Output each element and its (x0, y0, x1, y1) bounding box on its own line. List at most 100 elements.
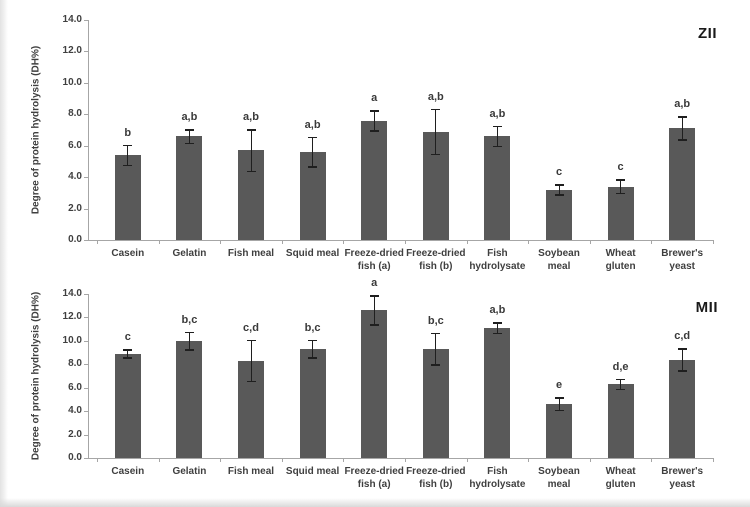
y-tick (84, 411, 88, 413)
error-bar-cap-top (246, 129, 256, 131)
x-tick (589, 459, 591, 462)
error-bar-cap-top (554, 184, 564, 186)
x-axis-line (88, 458, 714, 459)
error-bar-cap-bottom (308, 166, 318, 168)
error-bar-cap-bottom (492, 145, 502, 148)
error-bar-cap-top (369, 110, 379, 112)
error-bar-line (681, 349, 683, 371)
category-label: Fish (487, 466, 508, 477)
y-tick-label: 8.0 (68, 108, 82, 120)
x-tick (713, 241, 714, 244)
error-bar-line (188, 332, 190, 350)
category-label: Wheat (605, 248, 636, 259)
error-bar-cap-bottom (677, 370, 687, 372)
error-bar-cap-bottom (369, 324, 379, 326)
error-bar-line (496, 323, 498, 333)
x-tick (528, 459, 530, 462)
error-bar-cap-bottom (184, 142, 194, 145)
error-bar-cap-bottom (123, 357, 133, 359)
error-bar-cap-top (677, 116, 687, 118)
y-tick (84, 240, 88, 241)
sig-label: a,b (489, 107, 506, 120)
error-bar-cap-top (369, 295, 379, 297)
y-tick-label: 12.0 (62, 311, 82, 323)
x-tick (466, 459, 468, 462)
y-tick-label: 6.0 (68, 139, 82, 151)
y-tick-label: 6.0 (68, 381, 82, 393)
error-bar-cap-top (308, 339, 318, 342)
y-tick (84, 51, 88, 53)
y-tick-label: 12.0 (62, 45, 82, 57)
y-tick (84, 317, 88, 319)
error-bar-cap-bottom (616, 388, 626, 391)
category-label: Fish meal (227, 248, 275, 259)
x-tick (343, 459, 345, 462)
x-tick (281, 459, 283, 462)
y-tick (84, 458, 88, 459)
category-label: Fish (487, 248, 508, 259)
sig-label: c (124, 331, 131, 344)
category-label: Brewer's (661, 248, 704, 259)
category-label: fish (b) (419, 479, 453, 490)
page-edge-shading-bottom (0, 498, 750, 507)
bar-freeze-dried-fish-a (361, 120, 388, 240)
error-bar-line (250, 130, 252, 171)
x-tick (281, 241, 283, 244)
error-bar-cap-top (492, 322, 502, 324)
error-bar-cap-top (184, 331, 194, 334)
x-tick (158, 241, 160, 244)
category-label: Freeze-dried (406, 248, 466, 259)
category-label: Soybean (538, 466, 580, 477)
bar-freeze-dried-fish-b (422, 349, 449, 458)
error-bar-cap-bottom (492, 332, 502, 335)
sig-label: a,b (304, 118, 321, 131)
sig-label: c (555, 166, 563, 178)
category-label: Gelatin (172, 466, 207, 477)
category-label: meal (547, 479, 571, 490)
category-label: Gelatin (172, 248, 207, 259)
bar-gelatin (176, 340, 203, 458)
error-bar-cap-top (492, 125, 502, 128)
error-bar-line (312, 137, 314, 167)
error-bar-line (435, 333, 437, 365)
x-tick (651, 459, 653, 462)
category-label: gluten (605, 261, 636, 272)
category-label: meal (547, 261, 571, 272)
error-bar-line (373, 111, 375, 130)
y-tick (84, 387, 88, 389)
y-axis-line (88, 20, 89, 240)
sig-label: c (617, 161, 624, 174)
error-bar-line (435, 109, 437, 154)
bar-gelatin (176, 136, 203, 240)
error-bar-cap-bottom (369, 130, 379, 132)
y-tick-label: 4.0 (68, 405, 82, 417)
y-axis-title-mii: Degree of protein hydrolysis (DH%) (30, 291, 42, 461)
bar-fish-hydrolysate (484, 136, 511, 240)
category-label: Freeze-dried (344, 248, 404, 259)
category-label: Freeze-dried (344, 466, 404, 477)
sig-label: b,c (304, 321, 321, 334)
sig-label: b,c (427, 314, 444, 327)
error-bar-cap-top (677, 348, 687, 350)
y-tick (84, 208, 88, 210)
x-tick (466, 241, 468, 244)
error-bar-line (312, 340, 314, 358)
y-tick-label: 10.0 (62, 334, 82, 346)
bar-brewer-s-yeast (669, 128, 696, 240)
y-axis-title-zii: Degree of protein hydrolysis (DH%) (30, 45, 42, 215)
sig-label: c,d (243, 321, 259, 334)
sig-label: a,b (427, 90, 444, 103)
error-bar-line (558, 398, 560, 410)
y-tick (84, 434, 88, 436)
error-bar-cap-top (431, 108, 441, 111)
sig-label: a,b (243, 111, 259, 123)
y-tick (84, 145, 88, 147)
sig-label: e (555, 379, 563, 392)
error-bar-line (620, 379, 622, 389)
error-bar-line (620, 180, 622, 193)
y-tick (84, 82, 88, 84)
bar-brewer-s-yeast (669, 359, 696, 458)
error-bar-line (127, 145, 129, 165)
error-bar-line (681, 117, 683, 140)
page-edge-shading-left (0, 0, 8, 507)
